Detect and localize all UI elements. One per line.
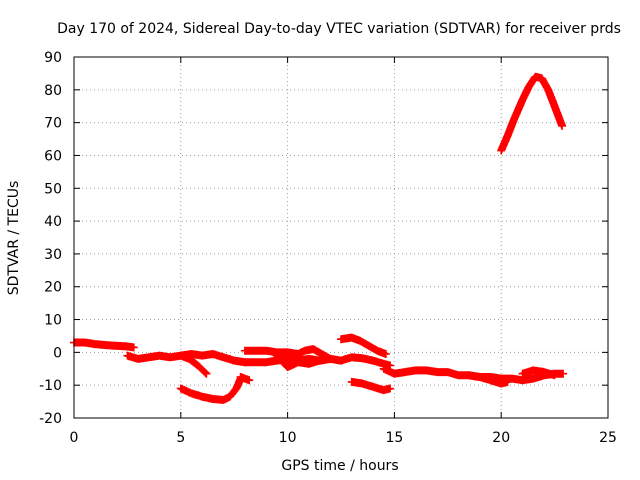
axis-ticks: 0 5 10 15 20 25 -20 -10 0 10 20 30 40 50 60 70 80 90 bbox=[39, 50, 617, 446]
y-tick-label: -10 bbox=[39, 378, 62, 394]
y-tick-label: 20 bbox=[44, 280, 62, 296]
y-tick-label: -20 bbox=[39, 411, 62, 427]
data-points bbox=[70, 72, 568, 404]
y-tick-label: 30 bbox=[44, 247, 62, 263]
point-markers bbox=[465, 371, 512, 388]
x-tick-label: 0 bbox=[70, 430, 79, 446]
series-arc-7 bbox=[240, 345, 335, 363]
point-markers bbox=[497, 72, 567, 155]
series-arc-10 bbox=[347, 377, 395, 395]
series-arc-3 bbox=[176, 351, 211, 378]
series-arc-9 bbox=[337, 333, 390, 358]
y-tick-label: 70 bbox=[44, 116, 62, 132]
series-arc-5 bbox=[236, 372, 254, 385]
point-markers bbox=[272, 351, 335, 372]
x-axis-label: GPS time / hours bbox=[281, 458, 398, 474]
x-tick-label: 15 bbox=[385, 430, 403, 446]
point-markers bbox=[518, 366, 559, 380]
y-axis-label: SDTVAR / TECUs bbox=[6, 181, 22, 296]
point-markers bbox=[236, 372, 254, 385]
series-arc-14 bbox=[497, 72, 567, 155]
y-tick-label: 0 bbox=[53, 345, 62, 361]
series-arc-12 bbox=[465, 371, 512, 388]
grid bbox=[74, 57, 608, 418]
point-markers bbox=[240, 345, 335, 363]
series-arc-8 bbox=[272, 351, 335, 372]
series-arc-13 bbox=[518, 366, 559, 380]
plot-frame bbox=[73, 56, 609, 419]
y-tick-label: 60 bbox=[44, 148, 62, 164]
point-markers bbox=[176, 351, 211, 378]
point-markers bbox=[337, 333, 390, 358]
point-markers bbox=[176, 374, 245, 404]
y-tick-label: 90 bbox=[44, 50, 62, 66]
y-tick-label: 50 bbox=[44, 181, 62, 197]
y-tick-label: 10 bbox=[44, 313, 62, 329]
chart-title: Day 170 of 2024, Sidereal Day-to-day VTE… bbox=[57, 21, 621, 37]
point-markers bbox=[347, 377, 395, 395]
y-tick-label: 40 bbox=[44, 214, 62, 230]
series-arc-4 bbox=[176, 374, 245, 404]
y-tick-label: 80 bbox=[44, 83, 62, 99]
x-tick-label: 20 bbox=[492, 430, 510, 446]
x-tick-label: 10 bbox=[279, 430, 297, 446]
x-tick-label: 5 bbox=[176, 430, 185, 446]
x-tick-label: 25 bbox=[599, 430, 617, 446]
